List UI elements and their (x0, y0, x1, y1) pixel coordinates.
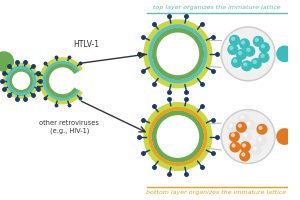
Circle shape (232, 134, 234, 137)
Circle shape (230, 35, 239, 45)
Circle shape (251, 145, 261, 155)
Circle shape (251, 59, 261, 68)
Circle shape (247, 122, 250, 125)
Circle shape (254, 36, 263, 46)
Circle shape (257, 124, 267, 134)
Circle shape (241, 116, 244, 119)
Text: top layer organizes the immature lattice: top layer organizes the immature lattice (152, 5, 280, 10)
Circle shape (260, 43, 269, 52)
Circle shape (244, 63, 247, 66)
Circle shape (232, 37, 235, 40)
Circle shape (258, 137, 261, 140)
Circle shape (221, 27, 275, 81)
Circle shape (238, 124, 241, 127)
Circle shape (230, 124, 232, 127)
Text: bottom layer organizes the immature lattice: bottom layer organizes the immature latt… (146, 190, 286, 195)
Circle shape (230, 47, 233, 50)
Circle shape (0, 52, 14, 71)
Circle shape (230, 142, 240, 152)
Circle shape (242, 132, 251, 141)
Circle shape (239, 114, 249, 124)
Circle shape (245, 120, 255, 130)
Circle shape (255, 38, 258, 41)
Circle shape (230, 132, 239, 141)
Circle shape (259, 52, 269, 62)
Text: other retroviruses
(e.g., HIV-1): other retroviruses (e.g., HIV-1) (39, 120, 99, 134)
Circle shape (277, 129, 292, 144)
Circle shape (232, 144, 235, 147)
Circle shape (221, 110, 275, 163)
Circle shape (245, 46, 255, 56)
Circle shape (261, 54, 264, 57)
Circle shape (256, 135, 266, 145)
Circle shape (228, 122, 237, 132)
Circle shape (236, 122, 246, 132)
Text: HTLV-1: HTLV-1 (74, 40, 100, 49)
Circle shape (232, 57, 242, 67)
Circle shape (242, 61, 251, 71)
Circle shape (228, 45, 238, 54)
Circle shape (259, 126, 262, 129)
Circle shape (240, 39, 249, 49)
Circle shape (253, 60, 256, 63)
Circle shape (241, 142, 250, 152)
Circle shape (262, 45, 264, 48)
Circle shape (247, 48, 250, 51)
Circle shape (242, 144, 245, 147)
Circle shape (242, 153, 245, 156)
Circle shape (277, 46, 292, 62)
Circle shape (242, 41, 244, 44)
Circle shape (234, 59, 237, 62)
Circle shape (244, 134, 247, 137)
Circle shape (237, 50, 246, 59)
Circle shape (240, 151, 250, 161)
Circle shape (239, 52, 242, 55)
Circle shape (253, 147, 256, 150)
